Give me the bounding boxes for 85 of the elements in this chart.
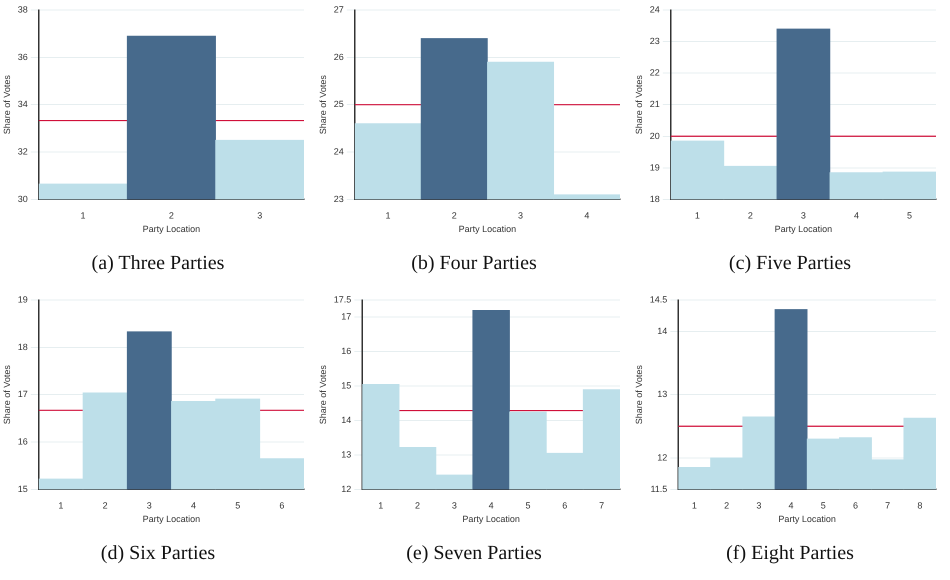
y-tick-label: 11.5 bbox=[650, 484, 668, 494]
y-tick-label: 13 bbox=[657, 389, 668, 400]
x-tick-label: 4 bbox=[488, 500, 494, 510]
y-tick-label: 19 bbox=[18, 294, 28, 304]
y-tick-label: 25 bbox=[334, 99, 344, 110]
y-tick-label: 38 bbox=[18, 4, 28, 14]
y-tick-label: 19 bbox=[650, 162, 660, 172]
x-tick-label: 4 bbox=[854, 210, 859, 220]
x-axis-title: Party Location bbox=[778, 514, 836, 524]
y-tick-label: 14 bbox=[341, 415, 352, 426]
x-tick-label: 6 bbox=[279, 500, 284, 510]
y-tick-label: 26 bbox=[334, 52, 344, 62]
x-tick-label: 3 bbox=[800, 210, 806, 220]
x-tick-label: 7 bbox=[599, 500, 604, 510]
x-tick-label: 2 bbox=[452, 210, 457, 220]
y-tick-label: 30 bbox=[18, 194, 28, 204]
y-tick-label: 22 bbox=[650, 68, 660, 78]
x-tick-label: 3 bbox=[756, 500, 762, 510]
x-tick-label: 6 bbox=[852, 500, 858, 510]
x-tick-label: 1 bbox=[378, 500, 384, 510]
x-tick-label: 5 bbox=[820, 500, 826, 510]
x-tick-label: 5 bbox=[235, 500, 240, 510]
x-axis-title: Party Location bbox=[462, 514, 520, 524]
text: (d) Six Parties bbox=[100, 542, 216, 565]
y-tick-label: 14.5 bbox=[650, 294, 668, 304]
x-tick-label: 7 bbox=[885, 500, 890, 510]
x-tick-label: 1 bbox=[80, 210, 86, 220]
x-tick-label: 3 bbox=[146, 500, 152, 510]
x-tick-label: 2 bbox=[102, 500, 108, 510]
y-tick-label: 36 bbox=[18, 52, 28, 62]
text: (f) Eight Parties bbox=[725, 542, 855, 565]
x-tick-label: 2 bbox=[724, 500, 730, 510]
y-axis-title: Share of Votes bbox=[634, 364, 644, 424]
x-tick-label: 1 bbox=[58, 500, 64, 510]
y-tick-label: 14 bbox=[657, 326, 668, 336]
x-tick-label: 2 bbox=[748, 210, 753, 220]
x-tick-label: 2 bbox=[168, 210, 174, 220]
x-tick-label: 2 bbox=[415, 500, 420, 510]
x-tick-label: 1 bbox=[385, 210, 390, 220]
y-tick-label: 12 bbox=[341, 484, 352, 494]
y-tick-label: 24 bbox=[650, 4, 660, 14]
x-tick-label: 4 bbox=[584, 210, 590, 220]
x-tick-label: 4 bbox=[190, 500, 196, 510]
x-axis-title: Party Location bbox=[142, 224, 200, 234]
text: (e) Seven Parties bbox=[405, 542, 543, 565]
x-tick-label: 1 bbox=[694, 210, 700, 220]
y-tick-label: 32 bbox=[18, 146, 28, 157]
x-axis-title: Party Location bbox=[142, 514, 200, 524]
y-tick-label: 18 bbox=[18, 342, 28, 352]
x-axis-title: Party Location bbox=[458, 224, 516, 234]
text: (c) Five Parties bbox=[728, 252, 852, 275]
x-tick-label: 8 bbox=[917, 500, 922, 510]
x-tick-label: 6 bbox=[562, 500, 568, 510]
y-tick-label: 13 bbox=[341, 449, 352, 460]
y-axis-title: Share of Votes bbox=[634, 74, 644, 134]
y-tick-label: 23 bbox=[650, 36, 660, 46]
text: (b) Four Parties bbox=[410, 252, 538, 275]
y-tick-label: 16 bbox=[341, 346, 352, 356]
y-tick-label: 12 bbox=[657, 452, 668, 462]
y-tick-label: 15 bbox=[18, 484, 28, 494]
y-tick-label: 24 bbox=[334, 146, 344, 157]
x-tick-label: 5 bbox=[906, 210, 912, 220]
x-tick-label: 3 bbox=[518, 210, 524, 220]
y-tick-label: 23 bbox=[334, 194, 344, 204]
x-tick-label: 3 bbox=[257, 210, 262, 220]
y-tick-label: 20 bbox=[650, 130, 660, 141]
y-tick-label: 17 bbox=[341, 312, 352, 322]
y-tick-label: 27 bbox=[334, 4, 344, 14]
y-tick-label: 34 bbox=[18, 99, 28, 110]
y-axis-title: Share of Votes bbox=[2, 74, 12, 134]
x-axis-title: Party Location bbox=[774, 224, 832, 234]
x-tick-label: 5 bbox=[525, 500, 530, 510]
y-tick-label: 16 bbox=[18, 436, 28, 447]
y-tick-label: 21 bbox=[650, 99, 660, 110]
y-axis-title: Share of Votes bbox=[318, 74, 328, 134]
x-tick-label: 4 bbox=[788, 500, 794, 510]
x-tick-label: 1 bbox=[692, 500, 697, 510]
y-axis-title: Share of Votes bbox=[318, 364, 328, 424]
x-tick-label: 3 bbox=[452, 500, 457, 510]
y-tick-label: 18 bbox=[650, 194, 660, 204]
text: (a) Three Parties bbox=[90, 252, 226, 275]
y-tick-label: 15 bbox=[341, 380, 352, 391]
y-tick-label: 17.5 bbox=[334, 294, 352, 304]
y-tick-label: 17 bbox=[18, 389, 28, 400]
y-axis-title: Share of Votes bbox=[2, 364, 12, 424]
